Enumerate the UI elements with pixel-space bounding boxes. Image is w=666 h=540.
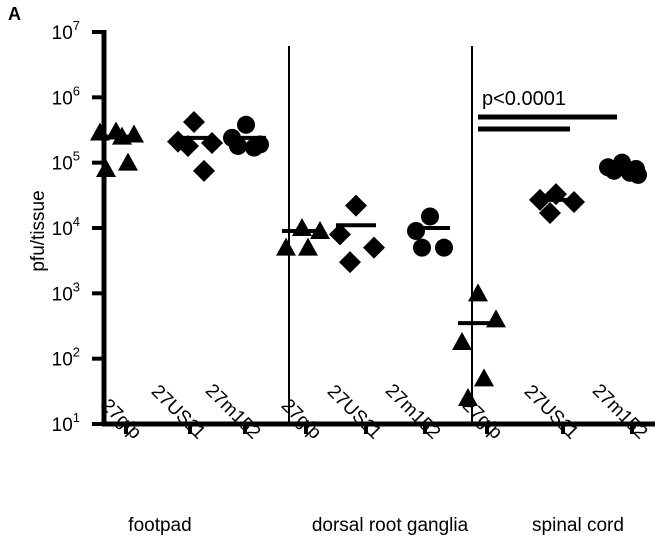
y-tick-labels: 101 102 103 104 105 106 107: [52, 18, 104, 436]
category-label: 27gfp: [458, 395, 506, 443]
panel-letter: A: [8, 4, 21, 24]
axes: [101, 30, 655, 434]
data-point-triangle: [474, 368, 494, 387]
category-label: 27US11: [147, 381, 209, 443]
data-point-diamond: [193, 159, 215, 182]
data-point-diamond: [177, 134, 199, 157]
data-point-circle: [229, 136, 247, 155]
category-label: 27m152: [201, 380, 264, 443]
data-point-triangle: [458, 388, 478, 407]
group-label: dorsal root ganglia: [312, 515, 469, 536]
data-point-diamond: [363, 236, 385, 259]
data-point-triangle: [118, 152, 138, 171]
data-point-triangle: [452, 331, 472, 350]
data-point-triangle: [468, 283, 488, 302]
data-point-triangle: [292, 218, 312, 236]
data-point-diamond: [539, 201, 561, 224]
data-point-diamond: [339, 251, 361, 274]
data-point-circle: [245, 138, 263, 157]
y-axis-label: pfu/tissue: [28, 190, 49, 271]
group-label: spinal cord: [532, 515, 624, 536]
data-point-circle: [237, 115, 255, 134]
category-label: 27m152: [588, 380, 651, 443]
y-tick-label: 105: [52, 149, 80, 175]
data-point-diamond: [345, 194, 367, 217]
category-label: 27US11: [323, 381, 385, 443]
median-lines: [96, 134, 642, 326]
data-point-diamond: [329, 223, 351, 246]
group-labels: footpad dorsal root ganglia spinal cord: [128, 515, 624, 536]
group-label: footpad: [128, 515, 191, 536]
p-value-text: p<0.0001: [482, 88, 566, 110]
data-point-circle: [421, 207, 439, 226]
data-point-circle: [413, 238, 431, 257]
category-label: 27gfp: [277, 395, 325, 443]
category-label: 27US11: [520, 381, 582, 443]
y-tick-label: 104: [52, 214, 80, 240]
data-point-circle: [435, 238, 453, 257]
category-label: 27m152: [381, 380, 444, 443]
data-point-circle: [407, 221, 425, 240]
significance-annotation: p<0.0001: [478, 88, 617, 132]
y-tick-label: 103: [52, 279, 80, 305]
y-tick-label: 101: [52, 410, 80, 436]
y-tick-label: 107: [52, 18, 80, 44]
data-point-diamond: [201, 131, 223, 154]
data-point-triangle: [276, 237, 296, 256]
data-points: [90, 110, 647, 407]
group-separators: [288, 46, 473, 424]
y-tick-label: 102: [52, 345, 80, 371]
data-point-diamond: [183, 110, 205, 133]
data-point-diamond: [563, 191, 585, 214]
data-point-triangle: [298, 237, 318, 256]
y-tick-label: 106: [52, 83, 80, 109]
data-point-triangle: [96, 158, 116, 177]
